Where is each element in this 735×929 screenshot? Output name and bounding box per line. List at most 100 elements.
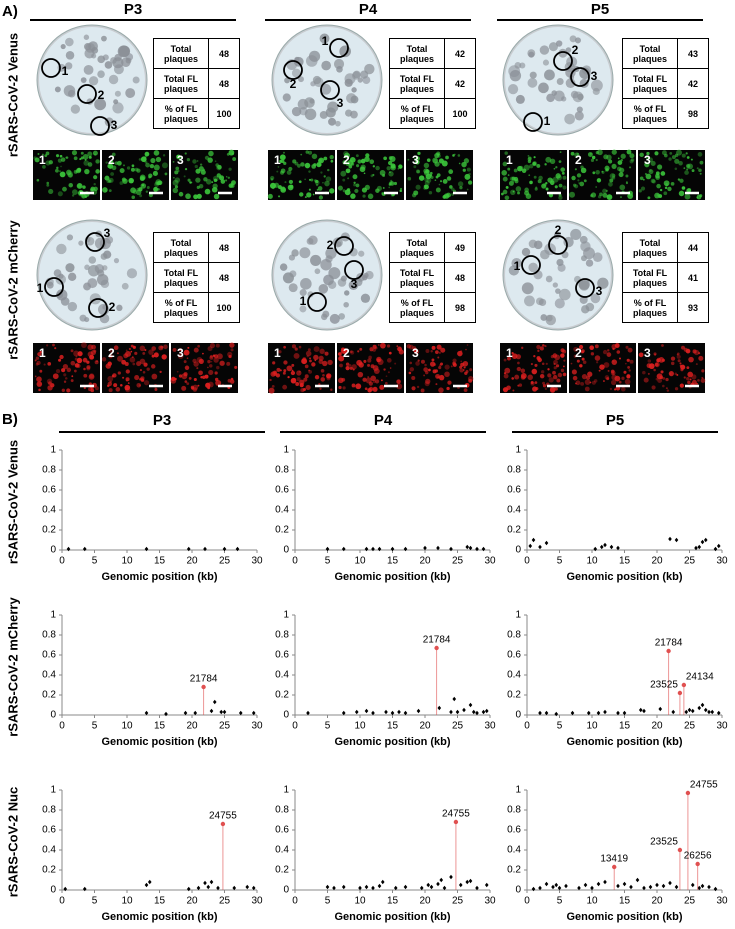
- fluorescence: [466, 167, 471, 172]
- fluorescence: [574, 184, 579, 189]
- plaque: [592, 87, 600, 96]
- fluorescence: [152, 170, 158, 177]
- fluorescence: [647, 359, 652, 363]
- point: [423, 545, 427, 551]
- point: [63, 886, 68, 892]
- y-tick-label: 0: [283, 885, 289, 896]
- fluorescence: [308, 150, 313, 155]
- fluorescence: [563, 359, 566, 362]
- plaque: [528, 51, 535, 58]
- fluorescence: [596, 178, 602, 183]
- point: [475, 546, 479, 552]
- fluorescence: [697, 378, 700, 382]
- fluorescence: [164, 172, 168, 176]
- fluorescence: [560, 167, 566, 172]
- fluorescence: [681, 186, 686, 190]
- fluorescence: [304, 196, 307, 199]
- fluorescence: [619, 167, 625, 173]
- fluorescence: [357, 159, 362, 164]
- fluorescence: [125, 349, 128, 352]
- plaque: [592, 252, 603, 262]
- plaque: [569, 35, 577, 43]
- point: [603, 709, 607, 715]
- point: [544, 881, 549, 887]
- point: [528, 543, 533, 549]
- fluorescence: [94, 386, 99, 391]
- fluorescence: [342, 386, 346, 390]
- plaque: [117, 45, 130, 58]
- fluorescence: [504, 195, 510, 201]
- fluorescence: [528, 164, 534, 169]
- fluorescence: [386, 166, 391, 171]
- point: [219, 709, 224, 715]
- fluorescence: [54, 347, 57, 350]
- micrograph-number: 2: [108, 153, 115, 167]
- fluorescence: [313, 354, 319, 361]
- point: [212, 699, 217, 705]
- fluorescence: [534, 381, 538, 385]
- fluorescence: [370, 375, 377, 382]
- fluorescence: [161, 354, 167, 360]
- plate: 123: [271, 24, 383, 136]
- fluorescence: [532, 386, 538, 392]
- fluorescence: [694, 382, 697, 386]
- fluorescence: [269, 378, 272, 382]
- fluorescence: [387, 160, 393, 166]
- fluorescence: [308, 170, 311, 173]
- fluorescence: [207, 346, 213, 352]
- fluorescence: [132, 362, 136, 366]
- fluorescence: [131, 356, 134, 359]
- fluorescence: [278, 195, 281, 198]
- plaque: [282, 272, 294, 284]
- plaque: [329, 313, 340, 324]
- fluorescence: [572, 183, 577, 187]
- point: [380, 879, 385, 885]
- y-tick-label: 0: [515, 885, 521, 896]
- fluorescence: [429, 171, 433, 175]
- plaque: [56, 243, 67, 255]
- fluorescence: [606, 352, 612, 357]
- fluorescence: [520, 373, 527, 379]
- plate: 123: [502, 219, 614, 331]
- y-tick-label: 0: [283, 545, 289, 556]
- fluorescence: [207, 359, 211, 364]
- fluorescence: [154, 387, 158, 391]
- fluorescence: [406, 344, 411, 349]
- fluorescence: [36, 376, 42, 383]
- point: [251, 710, 256, 716]
- fluorescence: [134, 374, 140, 381]
- point: [481, 546, 486, 552]
- fluorescence: [34, 157, 40, 163]
- fluorescence: [325, 176, 332, 182]
- plaque: [556, 78, 564, 85]
- fluorescence: [157, 180, 163, 186]
- fluorescence: [231, 180, 236, 186]
- fluorescence: [690, 158, 693, 161]
- fluorescence: [228, 183, 234, 188]
- fluorescence: [598, 369, 601, 372]
- fluorescence: [544, 387, 548, 391]
- fluorescence: [350, 350, 355, 355]
- table-label: Total FL plaques: [389, 262, 445, 293]
- point: [216, 885, 220, 891]
- fluorescence: [125, 369, 130, 374]
- fluorescence: [665, 387, 668, 390]
- plaque: [336, 65, 343, 73]
- fluorescence: [320, 171, 323, 174]
- fluorescence: [527, 159, 532, 164]
- fluorescence: [176, 370, 179, 373]
- plaque: [121, 282, 129, 290]
- fluorescence: [687, 163, 694, 170]
- fluorescence: [407, 176, 412, 181]
- plaque-circle: [307, 292, 327, 312]
- x-tick-label: 20: [651, 721, 663, 732]
- micrograph: 2: [102, 150, 169, 200]
- fluorescence: [458, 162, 461, 165]
- fluorescence: [594, 344, 599, 349]
- fluorescence: [518, 383, 523, 387]
- fluorescence: [514, 374, 520, 380]
- fluorescence: [424, 180, 430, 186]
- plaque: [304, 97, 315, 108]
- fluorescence: [299, 192, 304, 197]
